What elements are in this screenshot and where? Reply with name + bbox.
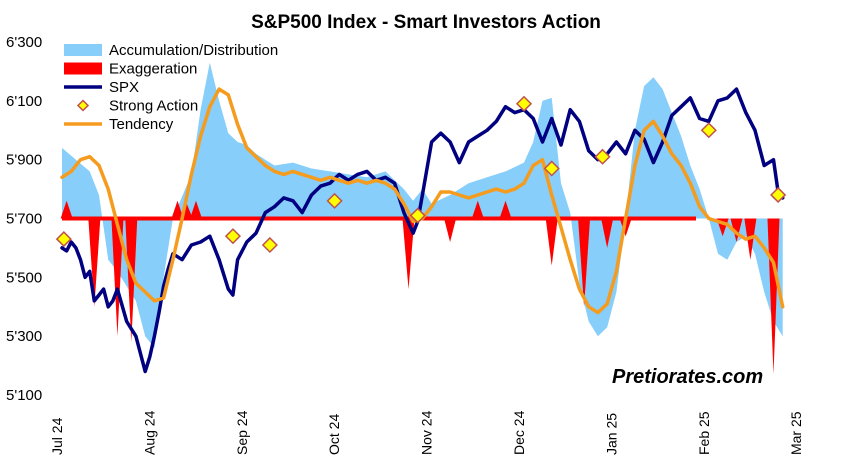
strong-action-point-9 [770, 186, 787, 204]
strong-action-point-0 [55, 231, 72, 248]
x-tick-label-3: Oct 24 [326, 414, 342, 455]
strong-action-point-3 [326, 192, 343, 209]
watermark-text: Pretiorates.com [612, 366, 763, 388]
exaggeration-baseline [62, 216, 696, 221]
legend-label-spx: SPX [109, 79, 139, 96]
x-tick-label-2: Sep 24 [234, 410, 250, 455]
exaggeration-spike-7 [402, 218, 415, 290]
x-tick-label-1: Aug 24 [141, 410, 157, 455]
strong-action-layer [55, 95, 787, 254]
spx-line [60, 87, 785, 374]
exaggeration-spike-9 [471, 200, 484, 219]
strong-action-point-6 [543, 160, 560, 177]
strong-action-point-2 [261, 236, 278, 254]
baseline-layer [62, 216, 696, 221]
exaggeration-layer [60, 200, 780, 375]
spx-layer [60, 87, 785, 374]
strong-action-point-8 [700, 122, 717, 139]
exaggeration-spike-2 [111, 218, 124, 337]
legend-swatch-strong_action [76, 99, 90, 112]
x-tick-label-4: Nov 24 [419, 410, 435, 455]
legend-label-strong_action: Strong Action [109, 98, 198, 115]
exaggeration-spike-0 [60, 200, 73, 219]
strong-action-point-1 [224, 228, 242, 245]
strong-action-point-5 [515, 95, 533, 112]
strong-action-point-7 [594, 148, 611, 165]
exaggeration-spike-12 [578, 218, 591, 307]
exaggeration-spike-10 [499, 200, 512, 219]
y-tick-label-4: 5'900 [6, 152, 42, 169]
x-tick-label-8: Mar 25 [788, 411, 804, 455]
y-tick-label-3: 5'700 [6, 211, 42, 228]
y-tick-label-0: 5'100 [6, 387, 42, 404]
y-tick-label-2: 5'500 [6, 269, 42, 286]
x-tick-label-6: Jan 25 [603, 413, 619, 455]
exaggeration-spike-1 [88, 218, 101, 307]
legend-label-accumulation: Accumulation/Distribution [109, 42, 278, 59]
x-tick-label-5: Dec 24 [511, 410, 527, 455]
legend-label-exaggeration: Exaggeration [109, 61, 197, 78]
exaggeration-spike-8 [444, 218, 457, 242]
x-tick-label-7: Feb 25 [696, 411, 712, 455]
legend-swatch-accumulation [64, 44, 102, 56]
accumulation-area [62, 62, 783, 348]
accumulation-layer [62, 62, 783, 348]
legend-swatch-exaggeration [64, 62, 102, 75]
strong-action-point-4 [409, 207, 426, 224]
exaggeration-spike-4 [171, 200, 184, 219]
exaggeration-spike-3 [125, 218, 138, 343]
chart-title: S&P500 Index - Smart Investors Action [251, 12, 601, 33]
legend: Accumulation/Distribution ExaggerationSPX… [64, 42, 278, 133]
legend-label-tendency: Tendency [109, 116, 174, 133]
y-tick-label-6: 6'300 [6, 34, 42, 51]
y-tick-label-5: 6'100 [6, 93, 42, 110]
x-axis: Jul 24 Aug 24 Sep 24 Oct 24 Nov 24 Dec 24 Jan … [49, 410, 804, 455]
exaggeration-spike-6 [189, 200, 202, 219]
exaggeration-spike-13 [601, 218, 614, 248]
exaggeration-spike-16 [730, 218, 743, 242]
exaggeration-spike-11 [545, 218, 558, 266]
y-axis: 5'100 5'300 5'500 5'700 5'900 6'100 6'300 [6, 34, 42, 404]
y-tick-label-1: 5'300 [6, 328, 42, 345]
x-tick-label-0: Jul 24 [49, 417, 65, 455]
